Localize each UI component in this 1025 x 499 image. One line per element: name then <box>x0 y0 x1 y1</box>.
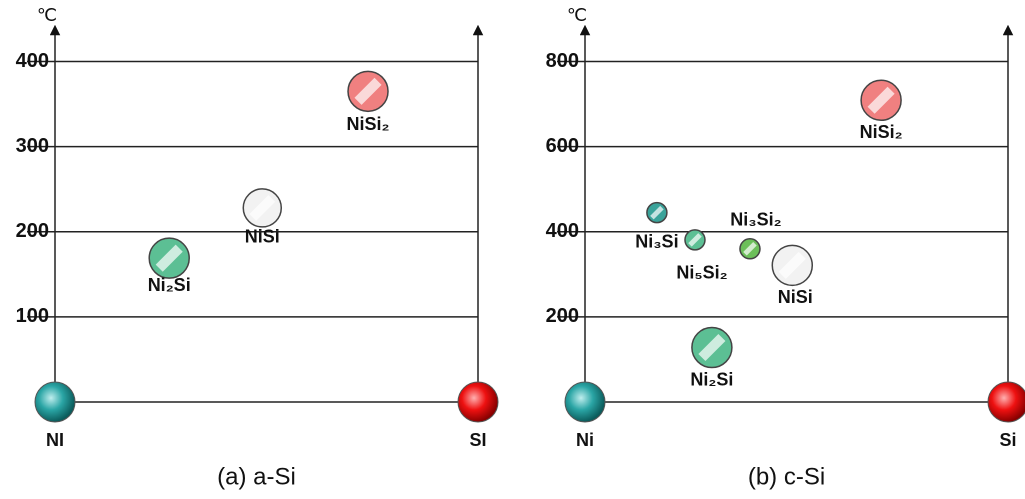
point-label: Ni₂Si <box>690 369 733 389</box>
end-si <box>458 382 498 422</box>
end-ni <box>565 382 605 422</box>
y-tick-label: 400 <box>546 220 579 242</box>
y-tick-label: 600 <box>546 135 579 157</box>
end-si <box>988 382 1025 422</box>
point-label: Ni₂Si <box>148 275 191 295</box>
chart-title: (a) a-Si <box>217 463 296 490</box>
y-tick-label: 200 <box>546 305 579 327</box>
x-end-label: Si <box>999 430 1016 450</box>
y-tick-label: 400 <box>16 50 49 72</box>
point-label: Ni₃Si <box>635 231 678 251</box>
y-tick-label: 100 <box>16 305 49 327</box>
y-tick-label: 300 <box>16 135 49 157</box>
point-label: Ni₃Si₂ <box>730 210 781 230</box>
x-end-label: SI <box>469 430 486 450</box>
y-axis-label: ℃ <box>37 5 57 25</box>
point-label: Ni₅Si₂ <box>676 263 727 283</box>
point-label: NiSi <box>245 227 280 247</box>
y-tick-label: 800 <box>546 50 579 72</box>
x-end-label: Ni <box>576 430 594 450</box>
figure: 100200300400℃NISINi₂SiNiSiNiSi₂(a) a-Si2… <box>0 0 1025 499</box>
point-label: NiSi <box>778 287 813 307</box>
y-tick-label: 200 <box>16 220 49 242</box>
x-end-label: NI <box>46 430 64 450</box>
chart-title: (b) c-Si <box>748 463 825 490</box>
y-axis-label: ℃ <box>567 5 587 25</box>
point-label: NiSi₂ <box>860 122 903 142</box>
end-ni <box>35 382 75 422</box>
point-label: NiSi₂ <box>347 114 390 134</box>
